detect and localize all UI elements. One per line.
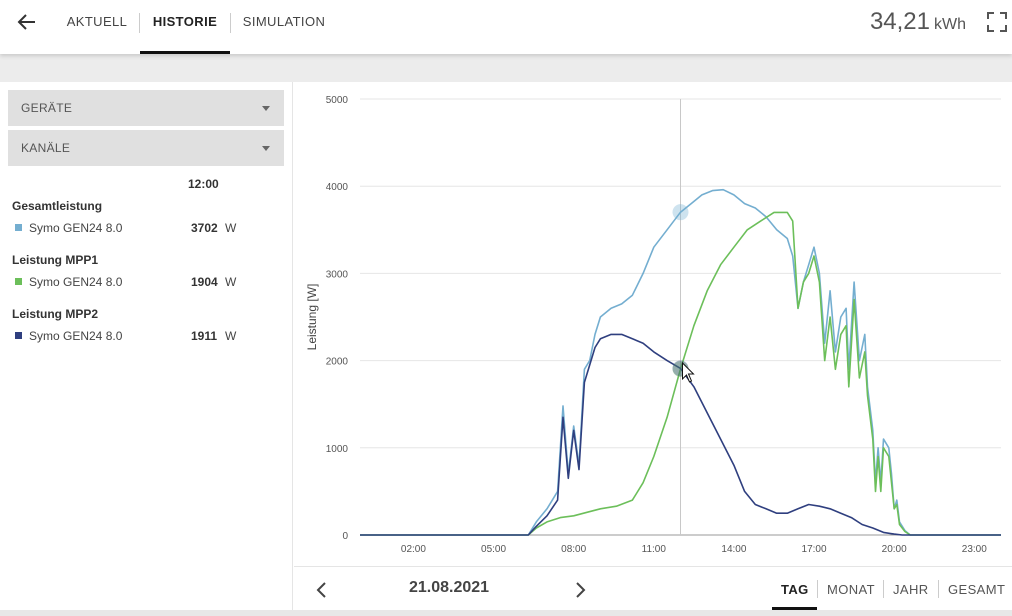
selected-date: 21.08.2021 <box>409 579 490 596</box>
energy-total: 34,21 kWh <box>870 8 966 36</box>
back-arrow-icon[interactable] <box>14 10 40 34</box>
x-tick-label: 17:00 <box>802 544 827 555</box>
chevron-left-icon[interactable] <box>312 579 332 601</box>
x-tick-label: 23:00 <box>962 544 987 555</box>
chart-footer: 21.08.2021 TAG MONAT JAHR GESAMT <box>294 566 1012 610</box>
series-device: Symo GEN24 8.0 <box>29 275 123 289</box>
y-tick-label: 1000 <box>326 444 349 455</box>
series-device: Symo GEN24 8.0 <box>29 329 123 343</box>
series-row-mpp2: Symo GEN24 8.0 1911 W <box>12 328 292 344</box>
chevron-down-icon <box>262 106 270 111</box>
group-title-mpp2: Leistung MPP2 <box>12 307 99 321</box>
series-line <box>360 211 1001 536</box>
y-axis-label: Leistung [W] <box>305 284 319 351</box>
x-tick-label: 02:00 <box>401 544 426 555</box>
tab-simulation[interactable]: SIMULATION <box>242 14 326 29</box>
tab-aktuell[interactable]: AKTUELL <box>66 14 128 29</box>
channels-dropdown-label: KANÄLE <box>21 141 71 155</box>
series-row-gesamtleistung: Symo GEN24 8.0 3702 W <box>12 220 292 236</box>
mouse-pointer-icon <box>682 361 695 383</box>
series-line <box>360 333 1001 536</box>
y-tick-label: 0 <box>342 531 348 542</box>
y-tick-label: 5000 <box>326 95 349 106</box>
series-device: Symo GEN24 8.0 <box>29 221 123 235</box>
series-value: 1904 <box>191 275 218 289</box>
period-divider <box>883 580 884 598</box>
x-tick-label: 20:00 <box>882 544 907 555</box>
tab-historie[interactable]: HISTORIE <box>140 0 230 54</box>
top-bar: AKTUELL HISTORIE SIMULATION 34,21 kWh <box>0 0 1012 54</box>
cursor-marker <box>672 204 689 221</box>
tab-divider <box>139 13 140 33</box>
x-tick-label: 08:00 <box>561 544 586 555</box>
header-spacer <box>0 54 1012 82</box>
series-unit: W <box>225 221 237 235</box>
selected-time: 12:00 <box>188 177 219 191</box>
x-tick-label: 11:00 <box>642 544 667 555</box>
x-tick-label: 05:00 <box>481 544 506 555</box>
x-tick-label: 14:00 <box>721 544 746 555</box>
series-unit: W <box>225 329 237 343</box>
period-monat[interactable]: MONAT <box>827 582 875 597</box>
legend-swatch <box>15 224 22 231</box>
tab-divider <box>230 13 231 33</box>
channels-dropdown[interactable]: KANÄLE <box>8 130 284 166</box>
bottom-edge <box>0 610 1012 616</box>
chart-svg[interactable]: 0 1000 2000 3000 4000 5000 02:00 05:00 08:00 11:0… <box>294 82 1012 566</box>
y-tick-label: 3000 <box>326 269 349 280</box>
period-divider <box>938 580 939 598</box>
period-jahr[interactable]: JAHR <box>893 582 929 597</box>
chevron-right-icon[interactable] <box>570 579 590 601</box>
sidebar: GERÄTE KANÄLE 12:00 Gesamtleistung Symo … <box>0 82 293 616</box>
devices-dropdown-label: GERÄTE <box>21 101 73 115</box>
series-value: 1911 <box>191 329 218 343</box>
group-title-mpp1: Leistung MPP1 <box>12 253 99 267</box>
legend-swatch <box>15 278 22 285</box>
history-chart[interactable]: 0 1000 2000 3000 4000 5000 02:00 05:00 08:00 11:0… <box>294 82 1012 566</box>
series-unit: W <box>225 275 237 289</box>
energy-unit: kWh <box>934 16 966 33</box>
y-tick-label: 4000 <box>326 182 349 193</box>
period-gesamt[interactable]: GESAMT <box>948 582 1006 597</box>
legend-swatch <box>15 332 22 339</box>
y-tick-label: 2000 <box>326 357 349 368</box>
devices-dropdown[interactable]: GERÄTE <box>8 90 284 126</box>
series-row-mpp1: Symo GEN24 8.0 1904 W <box>12 274 292 290</box>
fullscreen-icon[interactable] <box>986 11 1008 33</box>
period-divider <box>817 580 818 598</box>
active-period-indicator <box>772 607 817 610</box>
period-tag[interactable]: TAG <box>781 582 809 597</box>
series-value: 3702 <box>191 221 218 235</box>
energy-value: 34,21 <box>869 8 930 35</box>
group-title-gesamtleistung: Gesamtleistung <box>12 199 103 213</box>
chevron-down-icon <box>262 146 270 151</box>
